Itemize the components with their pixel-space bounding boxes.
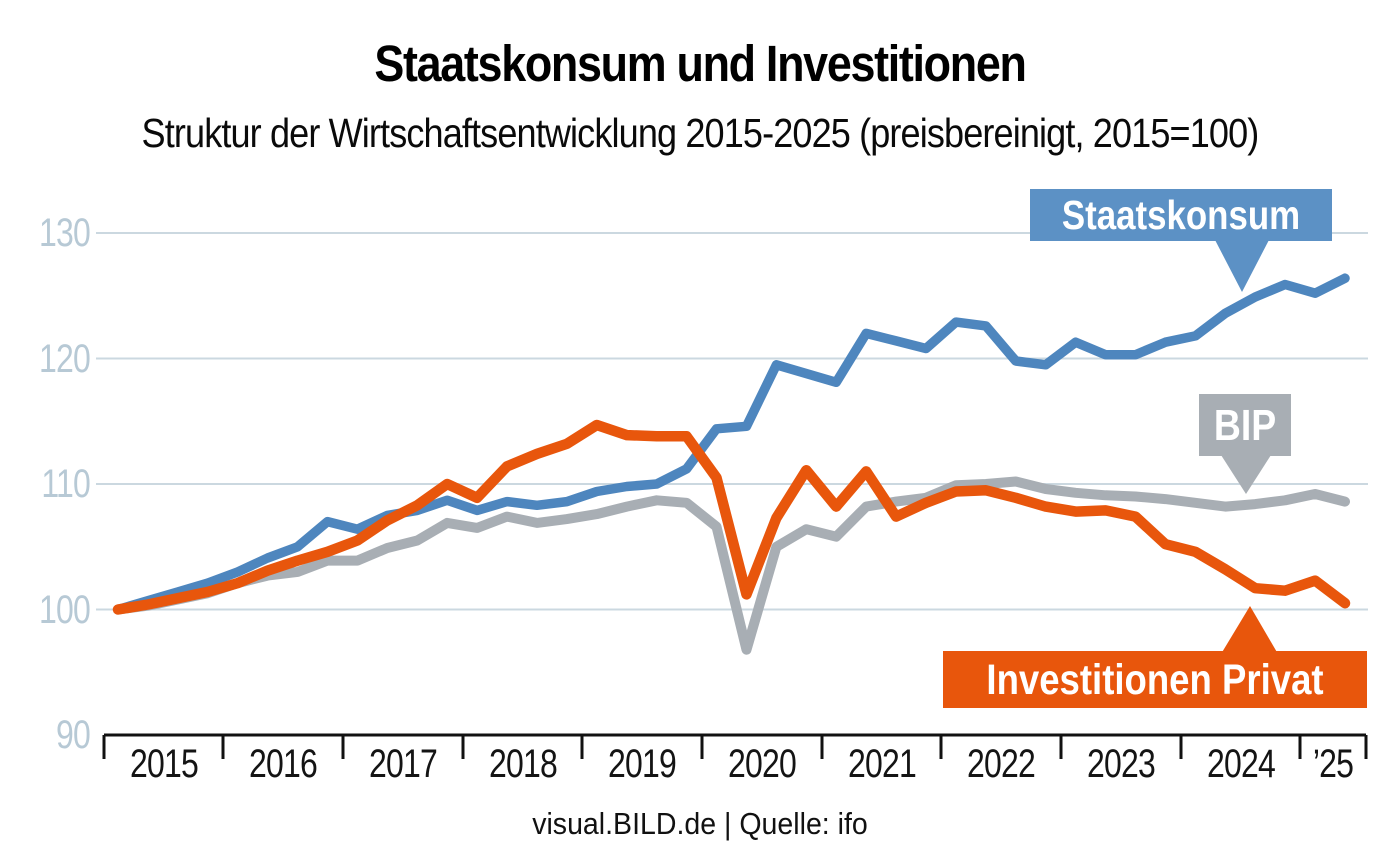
- series-line: [112, 419, 1351, 615]
- x-tick-label: 2015: [129, 742, 199, 786]
- callout-investitionen-privat-tail: [1221, 606, 1278, 654]
- series-line: [113, 476, 1350, 655]
- y-tick-label: 120: [38, 336, 91, 381]
- x-tick-label: 2024: [1206, 742, 1276, 786]
- callout-staatskonsum-tail: [1214, 238, 1270, 292]
- y-tick-label: 100: [38, 587, 91, 632]
- y-tick-label: 90: [55, 713, 91, 757]
- chart-subtitle: Struktur der Wirtschaftsentwicklung 2015…: [141, 110, 1260, 156]
- x-tick-label: 2019: [608, 742, 677, 786]
- chart-title: Staatskonsum und Investitionen: [374, 35, 1026, 92]
- x-axis: [102, 733, 1368, 759]
- callout-investitionen-privat-label: Investitionen Privat: [986, 656, 1324, 704]
- callout-tails: [1214, 238, 1278, 654]
- y-tick-label: 110: [41, 462, 90, 506]
- x-tick-label: 2018: [488, 742, 558, 786]
- series-lines: [112, 273, 1351, 655]
- callout-staatskonsum: Staatskonsum: [1030, 189, 1332, 241]
- x-tick-label: 2022: [967, 742, 1036, 786]
- callout-staatskonsum-label: Staatskonsum: [1061, 192, 1301, 238]
- x-tick-label: 2023: [1087, 742, 1156, 786]
- callout-investitionen-privat: Investitionen Privat: [943, 651, 1367, 708]
- x-tick-label: 2021: [847, 742, 917, 786]
- x-tick-label: 2020: [728, 742, 797, 786]
- source-line: visual.BILD.de | Quelle: ifo: [532, 806, 868, 841]
- callout-bip: BIP: [1199, 394, 1291, 456]
- callout-bip-label: BIP: [1213, 401, 1277, 450]
- x-tick-label: 2017: [369, 742, 438, 786]
- x-tick-label: 2016: [249, 742, 318, 786]
- y-tick-label: 130: [38, 211, 91, 255]
- series-line: [113, 273, 1350, 615]
- callout-bip-tail: [1221, 455, 1271, 494]
- x-tick-label: ’25: [1312, 742, 1354, 786]
